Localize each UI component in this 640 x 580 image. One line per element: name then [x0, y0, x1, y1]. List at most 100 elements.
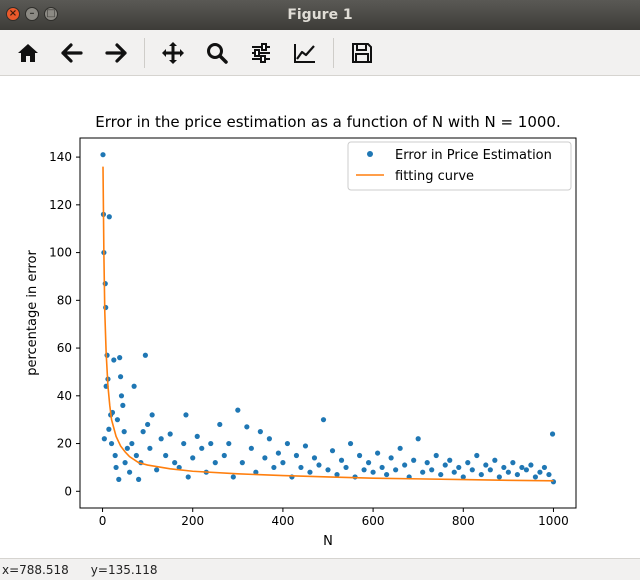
scatter-point — [154, 467, 160, 473]
scatter-point — [136, 476, 142, 482]
scatter-point — [514, 471, 520, 478]
edit-axes-button[interactable] — [285, 33, 325, 73]
scatter-point — [388, 455, 394, 461]
scatter-point — [194, 433, 200, 439]
line-chart-icon — [294, 43, 315, 63]
arrow-right-icon — [105, 42, 127, 63]
window-title: Figure 1 — [287, 7, 353, 23]
scatter-point — [338, 457, 345, 463]
scatter-point — [122, 460, 128, 466]
forward-button[interactable] — [96, 33, 136, 73]
toolbar-separator — [144, 37, 145, 68]
maximize-button[interactable]: □ — [44, 7, 58, 21]
scatter-point — [420, 469, 426, 475]
scatter-point — [131, 383, 137, 389]
scatter-point — [465, 460, 471, 466]
scatter-point — [230, 474, 236, 480]
y-tick-label: 0 — [64, 484, 72, 498]
y-tick-label: 20 — [57, 437, 72, 451]
home-button[interactable] — [8, 33, 48, 73]
zoom-icon — [207, 42, 228, 64]
scatter-point — [483, 462, 489, 468]
x-tick-label: 400 — [271, 514, 294, 528]
scatter-point — [108, 440, 115, 447]
scatter-point — [102, 281, 108, 287]
scatter-point — [127, 469, 133, 475]
y-tick-label: 140 — [49, 150, 72, 164]
scatter-point — [549, 431, 556, 437]
scatter-point — [550, 479, 557, 485]
cursor-y-readout: y=135.118 — [90, 562, 158, 577]
status-bar: x=788.518 y=135.118 — [0, 558, 640, 580]
scatter-point — [212, 460, 218, 466]
scatter-chart: Error in the price estimation as a funct… — [25, 113, 577, 549]
scatter-point — [262, 455, 268, 461]
y-tick-label: 100 — [49, 246, 72, 260]
scatter-point — [221, 452, 227, 459]
scatter-point — [528, 462, 534, 468]
scatter-point — [311, 455, 318, 461]
scatter-point — [117, 355, 123, 361]
scatter-point — [474, 452, 480, 459]
configure-subplots-button[interactable] — [241, 33, 281, 73]
close-button[interactable]: × — [6, 7, 20, 21]
scatter-point — [532, 474, 539, 480]
scatter-point — [112, 452, 118, 459]
navigation-toolbar — [0, 30, 640, 76]
scatter-point — [411, 457, 417, 463]
scatter-point — [523, 467, 530, 473]
scatter-point — [208, 440, 214, 447]
back-button[interactable] — [52, 33, 92, 73]
scatter-point — [118, 393, 125, 399]
scatter-point — [451, 469, 457, 475]
minimize-button[interactable]: – — [25, 7, 39, 21]
x-tick-label: 0 — [99, 514, 107, 528]
scatter-point — [375, 450, 381, 456]
scatter-point — [217, 421, 223, 428]
scatter-point — [370, 469, 376, 475]
scatter-point — [501, 464, 507, 471]
sliders-icon — [252, 42, 270, 63]
x-tick-label: 800 — [452, 514, 475, 528]
scatter-point — [248, 445, 254, 451]
figure-canvas[interactable]: Error in the price estimation as a funct… — [0, 76, 640, 558]
scatter-point — [356, 452, 363, 459]
legend-label-fit: fitting curve — [395, 169, 474, 184]
scatter-point — [101, 436, 107, 442]
chart-title: Error in the price estimation as a funct… — [95, 113, 561, 131]
y-tick-label: 80 — [57, 293, 72, 307]
scatter-point — [124, 445, 130, 451]
move-icon — [162, 41, 184, 64]
scatter-point — [334, 471, 340, 478]
scatter-point — [460, 474, 466, 480]
scatter-point — [121, 429, 127, 435]
x-axis-label: N — [323, 534, 333, 549]
scatter-point — [235, 407, 241, 413]
x-tick-label: 200 — [181, 514, 204, 528]
scatter-point — [100, 152, 106, 158]
scatter-point — [257, 429, 263, 435]
scatter-point — [199, 445, 205, 451]
scatter-point — [293, 452, 300, 459]
zoom-button[interactable] — [197, 33, 237, 73]
scatter-point — [325, 467, 331, 473]
cursor-x-readout: x=788.518 — [2, 562, 69, 577]
pan-button[interactable] — [153, 33, 193, 73]
scatter-point — [113, 464, 119, 471]
legend-box — [347, 141, 572, 191]
scatter-point — [365, 460, 372, 466]
scatter-point — [397, 445, 403, 451]
scatter-point — [226, 440, 232, 447]
plot-area-frame — [79, 137, 577, 509]
scatter-point — [316, 462, 322, 468]
scatter-point — [185, 474, 191, 480]
legend: Error in Price Estimation fitting curve — [347, 141, 572, 191]
arrow-left-icon — [61, 42, 83, 63]
y-tick-label: 120 — [49, 198, 72, 212]
save-button[interactable] — [342, 33, 382, 73]
scatter-point — [147, 445, 153, 451]
scatter-point — [117, 374, 124, 380]
scatter-point — [149, 412, 155, 418]
y-tick-label: 60 — [57, 341, 72, 355]
legend-label-scatter: Error in Price Estimation — [395, 148, 552, 163]
